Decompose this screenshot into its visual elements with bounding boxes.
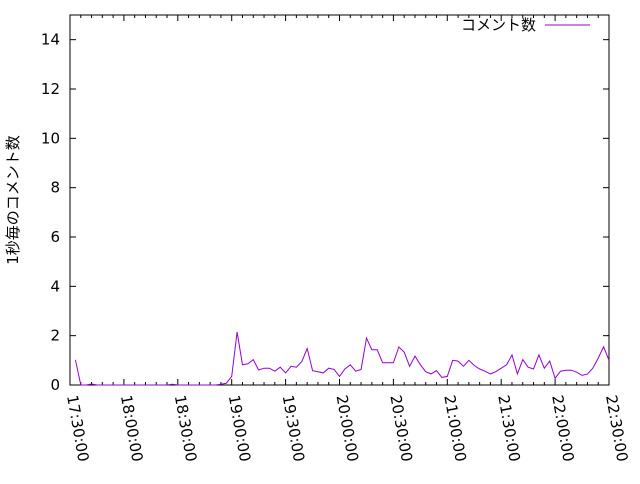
- series-line: [75, 332, 609, 385]
- x-tick-label: 21:00:00: [440, 394, 469, 463]
- y-axis: 0 2 4 6 8 10 12 14: [41, 31, 609, 394]
- x-tick-label: 20:00:00: [333, 394, 362, 463]
- x-tick-label: 19:00:00: [225, 394, 254, 463]
- x-tick-label: 22:30:00: [602, 394, 631, 463]
- y-tick-label: 2: [50, 327, 60, 345]
- x-tick-label: 20:30:00: [386, 394, 415, 463]
- y-tick-label: 6: [50, 228, 60, 246]
- y-tick-label: 14: [41, 31, 60, 49]
- y-tick-label: 4: [50, 277, 60, 295]
- x-tick-label: 21:30:00: [494, 394, 523, 463]
- y-tick-label: 10: [41, 129, 60, 147]
- series-layer: [75, 332, 609, 385]
- plot-frame: [70, 15, 609, 385]
- x-tick-label: 22:00:00: [548, 394, 577, 463]
- y-tick-label: 12: [41, 80, 60, 98]
- x-tick-label: 19:30:00: [279, 394, 308, 463]
- legend-label: コメント数: [461, 16, 536, 34]
- y-axis-label: 1秒毎のコメント数: [4, 135, 22, 265]
- legend: コメント数: [461, 16, 590, 34]
- y-tick-label: 0: [50, 376, 60, 394]
- x-tick-label: 18:30:00: [171, 394, 200, 463]
- x-tick-label: 17:30:00: [63, 394, 92, 463]
- x-axis: 17:30:00 18:00:00 18:30:00 19:00:00 19:30:00…: [63, 15, 631, 463]
- y-tick-label: 8: [50, 179, 60, 197]
- x-tick-label: 18:00:00: [117, 394, 146, 463]
